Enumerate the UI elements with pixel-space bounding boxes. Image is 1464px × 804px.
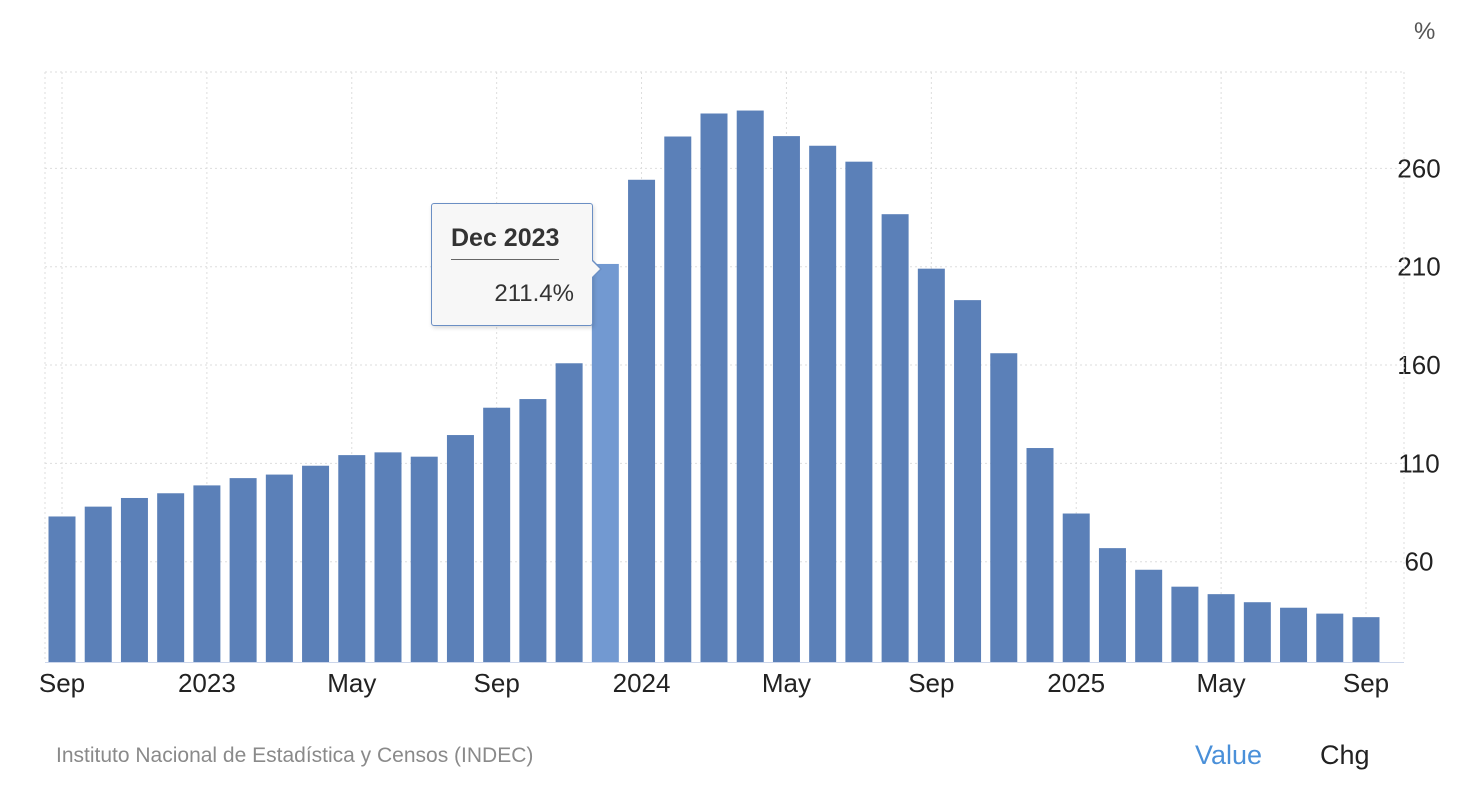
unit-label: % (1414, 18, 1436, 45)
x-tick-label: May (327, 668, 376, 698)
bar-dec-2022 (157, 493, 185, 662)
bar-feb-2023 (229, 478, 257, 662)
y-tick-label: 260 (1397, 153, 1440, 183)
bar-jan-2023 (193, 485, 221, 662)
bar-jun-2023 (374, 452, 402, 662)
bar-apr-2024 (736, 110, 764, 662)
bar-jul-2025 (1280, 607, 1308, 662)
bar-sep-2025 (1352, 617, 1380, 662)
tooltip: Dec 2023 211.4% (431, 203, 602, 326)
x-tick-label: Sep (39, 668, 85, 698)
bar-apr-2023 (302, 465, 330, 662)
bar-jun-2024 (809, 145, 837, 662)
bar-mar-2023 (265, 474, 293, 662)
bar-feb-2025 (1098, 548, 1126, 662)
y-tick-label: 60 (1405, 547, 1434, 577)
bar-nov-2023 (555, 363, 583, 662)
tooltip-title: Dec 2023 (451, 224, 560, 260)
y-tick-label: 210 (1397, 252, 1440, 282)
x-tick-label: 2025 (1047, 668, 1105, 698)
x-tick-label: Sep (908, 668, 954, 698)
x-tick-label: May (1197, 668, 1246, 698)
bar-may-2024 (772, 136, 800, 662)
bar-oct-2023 (519, 399, 547, 662)
bar-oct-2024 (954, 300, 982, 662)
bar-may-2023 (338, 455, 366, 662)
bar-mar-2025 (1135, 569, 1163, 662)
bar-aug-2025 (1316, 613, 1344, 662)
x-tick-label: Sep (474, 668, 520, 698)
x-tick-label: Sep (1343, 668, 1389, 698)
bar-sep-2023 (483, 407, 511, 662)
y-tick-label: 110 (1398, 448, 1439, 478)
bar-jul-2023 (410, 456, 438, 662)
bar-apr-2025 (1171, 586, 1199, 662)
y-tick-label: 160 (1397, 350, 1440, 380)
bar-jun-2025 (1243, 602, 1271, 662)
x-tick-label: 2024 (613, 668, 671, 698)
bar-nov-2024 (990, 353, 1018, 662)
bar-dec-2023 (591, 263, 619, 662)
source-text: Instituto Nacional de Estadística y Cens… (56, 744, 534, 767)
bar-oct-2022 (84, 506, 112, 662)
bar-jan-2024 (628, 179, 656, 663)
bar-mar-2024 (700, 113, 728, 663)
bar-jan-2025 (1062, 513, 1090, 662)
bar-nov-2022 (120, 497, 148, 662)
bar-dec-2024 (1026, 448, 1054, 662)
bar-jul-2024 (845, 161, 873, 662)
tab-chg[interactable]: Chg (1320, 740, 1370, 770)
bar-sep-2022 (48, 516, 76, 662)
x-tick-label: 2023 (178, 668, 236, 698)
x-tick-label: May (762, 668, 811, 698)
bar-sep-2024 (917, 268, 945, 662)
tooltip-value: 211.4% (494, 280, 574, 307)
bar-chart: 60 110 160 210 260 Sep 2023 May Sep 2024 May Sep 202… (39, 71, 1441, 698)
tab-value[interactable]: Value (1195, 740, 1263, 770)
bar-aug-2023 (446, 435, 474, 662)
bar-may-2025 (1207, 594, 1235, 662)
bar-aug-2024 (881, 214, 909, 662)
bar-feb-2024 (664, 136, 692, 663)
